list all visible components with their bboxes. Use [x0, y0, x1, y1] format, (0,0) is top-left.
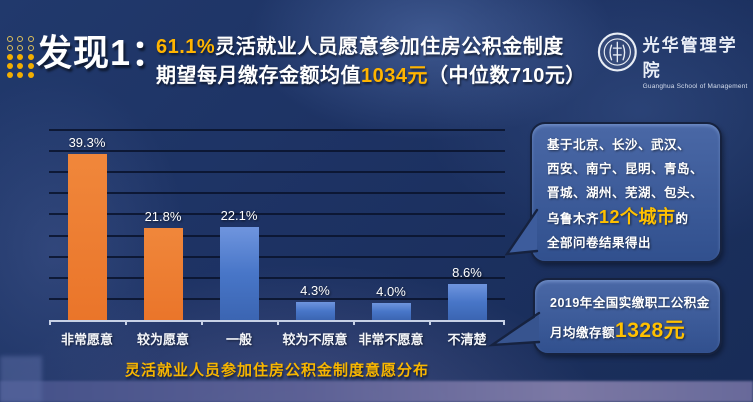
dot	[7, 36, 13, 42]
category-label: 一般	[225, 332, 252, 347]
chart-caption: 灵活就业人员参加住房公积金制度意愿分布	[124, 362, 429, 379]
axis-tick	[503, 320, 505, 325]
callout-text-segment: 乌鲁木齐	[547, 212, 600, 226]
category-label: 不清楚	[447, 332, 487, 347]
callout-highlight: 12个城市	[599, 207, 676, 227]
dot-grid-icon	[7, 36, 35, 78]
callout-fund-text: 2019年全国实缴职工公积金 月均缴存额1328元	[550, 290, 710, 347]
dot	[27, 54, 34, 60]
callout-text-segment: 的	[675, 212, 689, 226]
headline-line2: 期望每月缴存金额均值1034元（中位数710元）	[156, 62, 586, 91]
finding-title: 发现1：	[36, 32, 169, 73]
callout-highlight: 1328元	[615, 319, 686, 342]
category-label: 非常愿意	[60, 332, 113, 347]
axis-tick	[353, 320, 355, 325]
bar-value-label: 22.1%	[220, 207, 258, 223]
chart-bar-不清楚	[447, 283, 487, 320]
axis-tick	[429, 320, 431, 325]
callout-cities-bubble: 基于北京、长沙、武汉、 西安、南宁、昆明、青岛、 晋城、湖州、芜湖、包头、 乌鲁木齐1…	[530, 122, 722, 263]
dot	[7, 54, 13, 60]
gridline	[49, 171, 505, 174]
dot	[17, 54, 24, 60]
bottom-left-photo-patch	[0, 356, 42, 402]
category-label: 较为愿意	[136, 332, 189, 347]
gridline	[49, 213, 505, 216]
headline-line1: 61.1%灵活就业人员愿意参加住房公积金制度	[156, 33, 586, 62]
dot	[27, 72, 34, 78]
headline-stat-percent: 61.1%	[156, 36, 216, 58]
logo-en-text: Guanghua School of Management	[642, 83, 748, 90]
callout-cities-text: 基于北京、长沙、武汉、 西安、南宁、昆明、青岛、 晋城、湖州、芜湖、包头、 乌鲁木齐1…	[547, 133, 710, 255]
gridline	[49, 234, 505, 237]
pku-seal-icon	[597, 32, 637, 72]
axis-tick	[277, 320, 279, 325]
gridline	[49, 255, 505, 258]
dot	[27, 63, 34, 69]
dot	[17, 72, 24, 78]
logo: 光华管理学院 Guanghua School of Management	[597, 31, 753, 90]
callout-text-segment: 西安、南宁、昆明、青岛、	[547, 162, 704, 176]
callout-text-segment: 2019年全国实缴职工公积金	[550, 296, 710, 310]
dot	[7, 63, 13, 69]
bar-value-label: 39.3%	[68, 135, 106, 151]
headline-line2-post: （中位数710元）	[428, 65, 586, 87]
dot	[17, 45, 24, 51]
dot	[17, 63, 24, 69]
dot	[7, 72, 13, 78]
bar-value-label: 21.8%	[144, 208, 182, 224]
bottom-photo-band	[0, 381, 753, 402]
gridline	[49, 297, 505, 300]
callout-text-segment: 晋城、湖州、芜湖、包头、	[547, 186, 704, 200]
chart-bar-一般	[219, 226, 259, 320]
bar-chart: 39.3% 非常愿意 21.8% 较为愿意 22.1% 一般 4.3% 较为不原意 4.0% 非常…	[49, 129, 505, 347]
gridline	[49, 276, 505, 279]
gridline	[49, 129, 505, 131]
axis-tick	[49, 320, 51, 325]
dot	[7, 45, 13, 51]
category-label: 较为不原意	[282, 332, 348, 347]
headline-stat-amount: 1034元	[361, 65, 428, 87]
dot	[27, 36, 34, 42]
gridline	[49, 150, 505, 153]
logo-cn-text: 光华管理学院	[642, 36, 738, 80]
logo-text: 光华管理学院 Guanghua School of Management	[643, 31, 753, 90]
callout-text-segment: 全部问卷结果得出	[547, 236, 652, 250]
bar-value-label: 4.3%	[300, 282, 330, 298]
chart-bar-非常愿意	[67, 154, 107, 320]
headline-line2-pre: 期望每月缴存金额均值	[156, 65, 361, 87]
headline: 61.1%灵活就业人员愿意参加住房公积金制度 期望每月缴存金额均值1034元（中…	[156, 33, 586, 91]
axis-tick	[125, 320, 127, 325]
callout-text-segment: 基于北京、长沙、武汉、	[547, 138, 691, 152]
headline-line1-text: 灵活就业人员愿意参加住房公积金制度	[215, 36, 564, 58]
callout-fund-bubble: 2019年全国实缴职工公积金 月均缴存额1328元	[533, 278, 722, 355]
chart-bar-较为愿意	[143, 227, 183, 320]
dot	[17, 36, 24, 42]
dot	[27, 45, 34, 51]
callout-text-segment: 月均缴存额	[550, 326, 616, 340]
axis-tick	[201, 320, 203, 325]
bar-value-label: 4.0%	[376, 284, 406, 300]
gridline	[49, 192, 505, 195]
category-label: 非常不愿意	[358, 332, 424, 347]
bar-value-label: 8.6%	[452, 264, 482, 280]
chart-bar-非常不愿意	[371, 303, 411, 320]
chart-bar-较为不原意	[295, 301, 335, 320]
